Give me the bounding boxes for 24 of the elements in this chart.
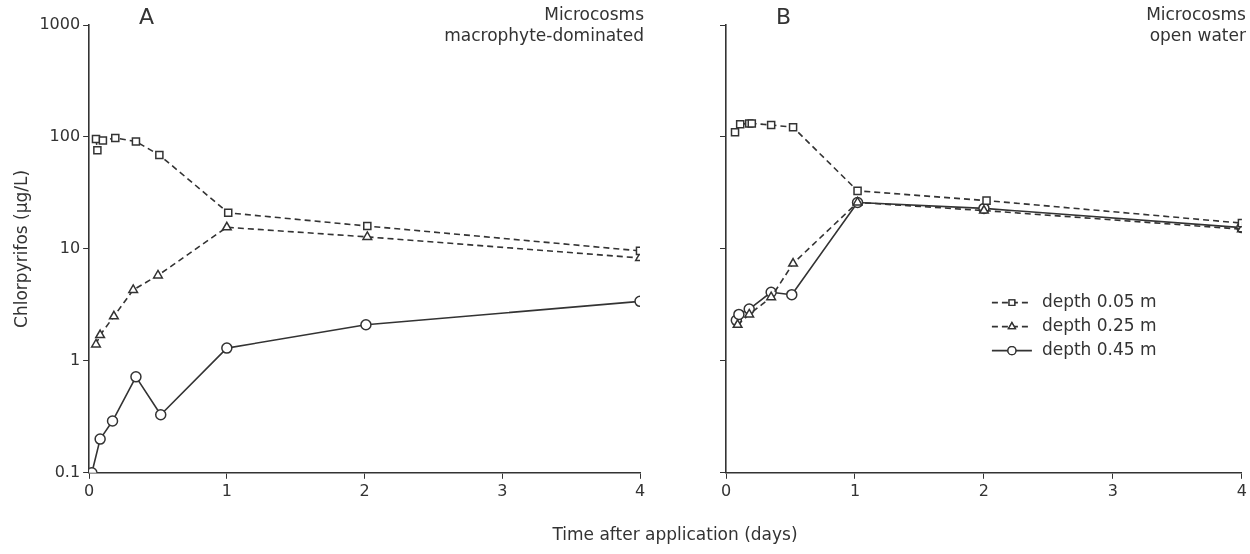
y-tick-label: 100 bbox=[49, 126, 81, 146]
x-tick-label: 4 bbox=[1236, 480, 1247, 500]
x-tick-label: 1 bbox=[221, 480, 232, 500]
x-tick-label: 3 bbox=[497, 480, 508, 500]
x-tick-label: 1 bbox=[849, 480, 861, 500]
y-axis-title: Chlorpyrifos (µg/L) bbox=[10, 169, 31, 328]
x-tick-label: 4 bbox=[634, 480, 646, 500]
x-tick-label: 0 bbox=[720, 480, 732, 500]
chart-title: A bbox=[139, 3, 155, 29]
chart-subtitle: Microcosms macrophyte-dominated bbox=[444, 3, 645, 45]
y-tick-label: 0.1 bbox=[54, 461, 81, 481]
x-tick-label: 0 bbox=[84, 480, 95, 500]
x-axis-title: Time after application (days) bbox=[551, 524, 799, 544]
x-tick-label: 2 bbox=[978, 480, 990, 500]
legend-label: depth 0.05 m bbox=[1041, 291, 1157, 312]
legend-label: depth 0.25 m bbox=[1041, 315, 1157, 336]
y-tick-label: 1 bbox=[69, 350, 81, 370]
x-tick-label: 2 bbox=[359, 480, 370, 500]
x-tick-label: 3 bbox=[1107, 480, 1119, 500]
y-tick-label: 10 bbox=[59, 238, 81, 258]
legend-label: depth 0.45 m bbox=[1041, 339, 1157, 360]
chart-subtitle: Microcosms open water bbox=[1146, 3, 1247, 45]
y-tick-label: 1000 bbox=[39, 14, 81, 34]
chart-title: B bbox=[776, 3, 792, 29]
